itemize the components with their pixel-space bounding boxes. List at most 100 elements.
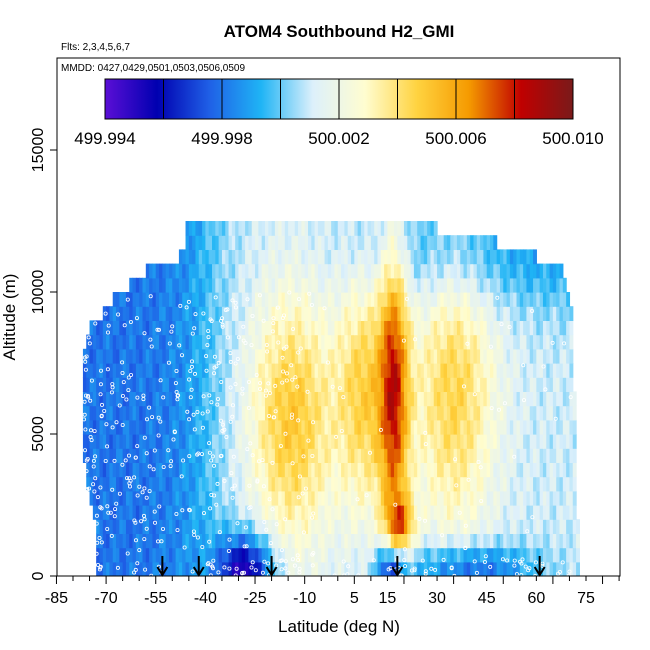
heatmap-cell [172, 292, 177, 307]
heatmap-cell [258, 235, 263, 250]
heatmap-cell [463, 235, 468, 250]
heatmap-cell [377, 391, 382, 407]
heatmap-cell [377, 405, 382, 421]
heatmap-cell [533, 249, 537, 265]
heatmap-cell [311, 448, 316, 463]
heatmap-cell [410, 434, 415, 449]
heatmap-cell [284, 519, 289, 534]
heatmap-cell [390, 334, 395, 350]
heatmap-cell [559, 320, 564, 336]
heatmap-cell [562, 476, 567, 492]
heatmap-cell [437, 462, 441, 478]
sample-marker [250, 560, 255, 565]
heatmap-cell [450, 533, 455, 549]
heatmap-cell [460, 505, 465, 520]
heatmap-cell [231, 462, 236, 478]
heatmap-cell [364, 391, 369, 407]
heatmap-cell [437, 561, 441, 576]
heatmap-cell [324, 490, 329, 506]
sample-marker [105, 527, 110, 532]
sample-marker [199, 452, 204, 457]
sample-marker [522, 398, 527, 403]
heatmap-cell [437, 533, 441, 549]
heatmap-cell [536, 519, 541, 534]
heatmap-cell [400, 306, 405, 321]
heatmap-cell [291, 419, 296, 435]
heatmap-cell [354, 476, 359, 492]
heatmap-cell [99, 334, 104, 350]
sample-marker [167, 341, 172, 346]
sample-marker [339, 428, 344, 433]
heatmap-cell [106, 547, 111, 563]
heatmap-cell [178, 561, 183, 576]
heatmap-cell [218, 391, 223, 407]
sample-marker [137, 484, 142, 489]
heatmap-cell [291, 263, 296, 279]
heatmap-cell [142, 547, 147, 563]
heatmap-cell [536, 277, 541, 293]
heatmap-cell [410, 263, 415, 279]
heatmap-cell [496, 462, 501, 478]
heatmap-cell [324, 363, 329, 378]
heatmap-cell [129, 348, 134, 364]
heatmap-cell [245, 277, 250, 293]
heatmap-cell [324, 561, 329, 576]
heatmap-cell [294, 505, 299, 520]
heatmap-cell [509, 363, 514, 378]
heatmap-cell [334, 306, 339, 321]
heatmap-cell [483, 434, 488, 449]
heatmap-cell [92, 334, 97, 350]
heatmap-cell [374, 334, 379, 350]
heatmap-cell [576, 533, 580, 549]
heatmap-cell [506, 533, 511, 549]
heatmap-cell [394, 547, 398, 563]
heatmap-cell [473, 505, 478, 520]
heatmap-cell [324, 448, 329, 463]
heatmap-cell [321, 221, 326, 236]
heatmap-cell [559, 448, 564, 463]
heatmap-cell [466, 462, 471, 478]
heatmap-cell [384, 490, 389, 506]
heatmap-cell [135, 320, 140, 336]
heatmap-cell [255, 419, 259, 435]
heatmap-cell [304, 235, 309, 250]
heatmap-cell [390, 533, 395, 549]
heatmap-cell [168, 533, 173, 549]
heatmap-cell [281, 377, 286, 392]
heatmap-cell [407, 320, 412, 336]
heatmap-cell [384, 334, 389, 350]
heatmap-cell [344, 547, 349, 563]
heatmap-cell [294, 405, 299, 421]
heatmap-cell [357, 533, 362, 549]
heatmap-cell [251, 235, 256, 250]
heatmap-cell [334, 263, 339, 279]
sample-marker [216, 570, 221, 575]
heatmap-cell [119, 434, 124, 449]
heatmap-cell [400, 391, 405, 407]
heatmap-cell [433, 249, 438, 265]
sample-marker [233, 300, 238, 305]
heatmap-cell [486, 561, 491, 576]
heatmap-cell [430, 419, 435, 435]
heatmap-cell [526, 292, 531, 307]
heatmap-cell [92, 363, 97, 378]
heatmap-cell [387, 363, 392, 378]
heatmap-cell [536, 490, 541, 506]
heatmap-cell [261, 476, 266, 492]
sample-marker [404, 296, 409, 301]
heatmap-cell [129, 292, 134, 307]
heatmap-cell [304, 462, 309, 478]
heatmap-cell [413, 221, 418, 236]
heatmap-cell [433, 292, 438, 307]
heatmap-cell [351, 292, 355, 307]
heatmap-cell [261, 348, 266, 364]
heatmap-cell [480, 405, 484, 421]
heatmap-cell [99, 377, 104, 392]
heatmap-cell [460, 434, 465, 449]
heatmap-cell [251, 363, 256, 378]
heatmap-cell [248, 547, 253, 563]
sample-marker [261, 484, 266, 489]
heatmap-cell [433, 533, 438, 549]
heatmap-cell [513, 377, 518, 392]
heatmap-cell [202, 377, 206, 392]
